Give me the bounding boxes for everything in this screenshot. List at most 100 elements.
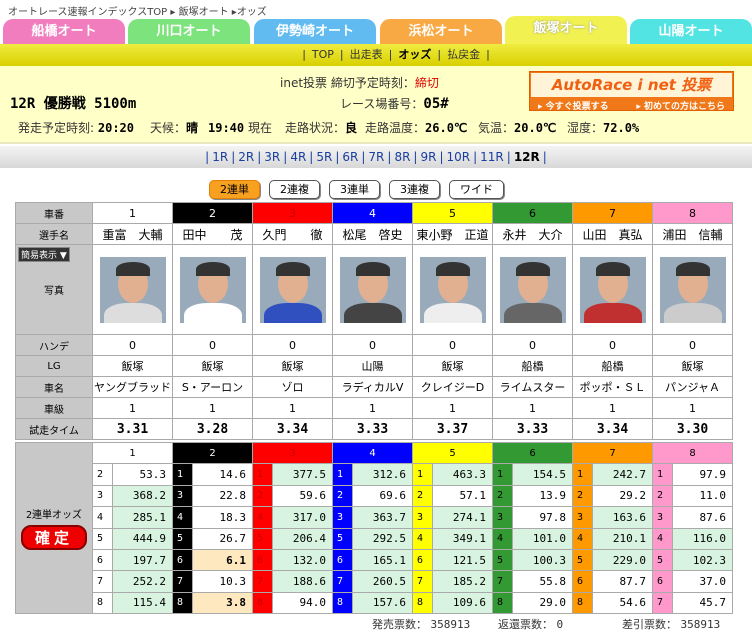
odds-value[interactable]: 132.0	[272, 548, 333, 572]
odds-first-car: 4	[332, 441, 413, 465]
row-label-text: 写真	[44, 286, 64, 297]
odds-value[interactable]: 97.9	[672, 463, 733, 486]
subnav-item[interactable]: 払戻金	[447, 48, 481, 61]
breadcrumb-link[interactable]: オートレース速報インデックスTOP	[8, 7, 168, 18]
odds-value[interactable]: 69.6	[352, 484, 413, 508]
odds-value[interactable]: 285.1	[112, 506, 173, 529]
odds-value[interactable]: 101.0	[512, 527, 573, 550]
bet-type-button[interactable]: ワイド	[449, 180, 504, 199]
vote-now-link[interactable]: ▸ 今すぐ投票する	[538, 102, 609, 112]
odds-value[interactable]: 26.7	[192, 527, 253, 550]
current-label: 現在	[247, 121, 272, 135]
bet-type-button[interactable]: 2連単	[209, 180, 260, 199]
odds-value[interactable]: 45.7	[672, 591, 733, 615]
odds-value[interactable]: 37.0	[672, 570, 733, 593]
bet-type-button[interactable]: 2連複	[269, 180, 320, 199]
odds-value[interactable]: 22.8	[192, 484, 253, 508]
odds-value[interactable]: 13.9	[512, 484, 573, 508]
odds-value[interactable]: 87.7	[592, 570, 653, 593]
odds-value[interactable]: 53.3	[112, 463, 173, 486]
odds-value[interactable]: 317.0	[272, 506, 333, 529]
odds-value[interactable]: 377.5	[272, 463, 333, 486]
odds-value[interactable]: 18.3	[192, 506, 253, 529]
bet-type-button[interactable]: 3連複	[389, 180, 440, 199]
odds-value[interactable]: 94.0	[272, 591, 333, 615]
odds-value[interactable]: 59.6	[272, 484, 333, 508]
odds-value[interactable]: 292.5	[352, 527, 413, 550]
odds-value[interactable]: 165.1	[352, 548, 413, 572]
odds-value[interactable]: 100.3	[512, 548, 573, 572]
race-link[interactable]: 5R	[316, 150, 333, 164]
race-link[interactable]: 12R	[513, 150, 540, 164]
odds-value[interactable]: 242.7	[592, 463, 653, 486]
tab-venue-6[interactable]: 山陽オート	[630, 19, 752, 44]
race-link[interactable]: 7R	[368, 150, 385, 164]
odds-value[interactable]: 157.6	[352, 591, 413, 615]
odds-value[interactable]: 363.7	[352, 506, 413, 529]
odds-value[interactable]: 97.8	[512, 506, 573, 529]
odds-value[interactable]: 463.3	[432, 463, 493, 486]
tab-venue-3[interactable]: 伊勢崎オート	[254, 19, 376, 44]
odds-value[interactable]: 188.6	[272, 570, 333, 593]
subnav-item[interactable]: 出走表	[349, 48, 383, 61]
race-info: 12R 優勝戦 5100m inet投票 締切予定時刻：締切 レース場番号：05…	[0, 66, 752, 144]
odds-value[interactable]: 29.0	[512, 591, 573, 615]
odds-value[interactable]: 197.7	[112, 548, 173, 572]
odds-value[interactable]: 252.2	[112, 570, 173, 593]
odds-value[interactable]: 185.2	[432, 570, 493, 593]
odds-value[interactable]: 115.4	[112, 591, 173, 615]
odds-value[interactable]: 102.3	[672, 548, 733, 572]
odds-value[interactable]: 57.1	[432, 484, 493, 508]
race-link[interactable]: 9R	[420, 150, 437, 164]
inet-vote-banner[interactable]: AutoRace i net 投票 ▸ 今すぐ投票する ▸ 初めての方はこちら	[529, 71, 734, 112]
odds-value[interactable]: 87.6	[672, 506, 733, 529]
tab-venue-1[interactable]: 船橋オート	[3, 19, 125, 44]
breadcrumb-link[interactable]: 飯塚オート	[178, 7, 229, 18]
rider-num: 8	[652, 202, 733, 224]
odds-value[interactable]: 109.6	[432, 591, 493, 615]
odds-value[interactable]: 14.6	[192, 463, 253, 486]
race-link[interactable]: 6R	[342, 150, 359, 164]
race-link[interactable]: 4R	[290, 150, 307, 164]
odds-value[interactable]: 229.0	[592, 548, 653, 572]
odds-value[interactable]: 274.1	[432, 506, 493, 529]
odds-value[interactable]: 154.5	[512, 463, 573, 486]
odds-value[interactable]: 6.1	[192, 548, 253, 572]
bet-type-button[interactable]: 3連単	[329, 180, 380, 199]
race-link[interactable]: 8R	[394, 150, 411, 164]
odds-second-car: 8	[572, 591, 593, 615]
odds-value[interactable]: 54.6	[592, 591, 653, 615]
display-mode-select[interactable]: 簡易表示 ▼	[18, 247, 70, 262]
odds-value[interactable]: 116.0	[672, 527, 733, 550]
odds-value[interactable]: 349.1	[432, 527, 493, 550]
venue-tabs: 船橋オート 川口オート 伊勢崎オート 浜松オート 飯塚オート 山陽オート	[0, 16, 752, 44]
race-link[interactable]: 2R	[238, 150, 255, 164]
odds-value[interactable]: 3.8	[192, 591, 253, 615]
odds-value[interactable]: 444.9	[112, 527, 173, 550]
tab-venue-2[interactable]: 川口オート	[128, 19, 250, 44]
odds-value[interactable]: 206.4	[272, 527, 333, 550]
subnav-item[interactable]: TOP	[311, 48, 334, 61]
odds-value[interactable]: 210.1	[592, 527, 653, 550]
race-link[interactable]: 10R	[446, 150, 471, 164]
race-link[interactable]: 11R	[480, 150, 504, 164]
rider-handi: 0	[92, 334, 173, 356]
subnav-item[interactable]: オッズ	[398, 48, 432, 61]
odds-value[interactable]: 11.0	[672, 484, 733, 508]
odds-value[interactable]: 10.3	[192, 570, 253, 593]
odds-value[interactable]: 55.8	[512, 570, 573, 593]
first-time-link[interactable]: ▸ 初めての方はこちら	[636, 102, 725, 112]
current-time: 19:40	[208, 121, 245, 135]
tab-venue-5[interactable]: 飯塚オート	[505, 16, 627, 44]
odds-value[interactable]: 163.6	[592, 506, 653, 529]
odds-value[interactable]: 121.5	[432, 548, 493, 572]
odds-value[interactable]: 260.5	[352, 570, 413, 593]
race-link[interactable]: 3R	[264, 150, 281, 164]
refund-count: 返還票数： 0	[498, 616, 563, 632]
odds-value[interactable]: 29.2	[592, 484, 653, 508]
tab-venue-4[interactable]: 浜松オート	[380, 19, 502, 44]
race-link[interactable]: 1R	[212, 150, 229, 164]
odds-value[interactable]: 368.2	[112, 484, 173, 508]
odds-value[interactable]: 312.6	[352, 463, 413, 486]
net-label: 差引票数：	[622, 618, 677, 631]
